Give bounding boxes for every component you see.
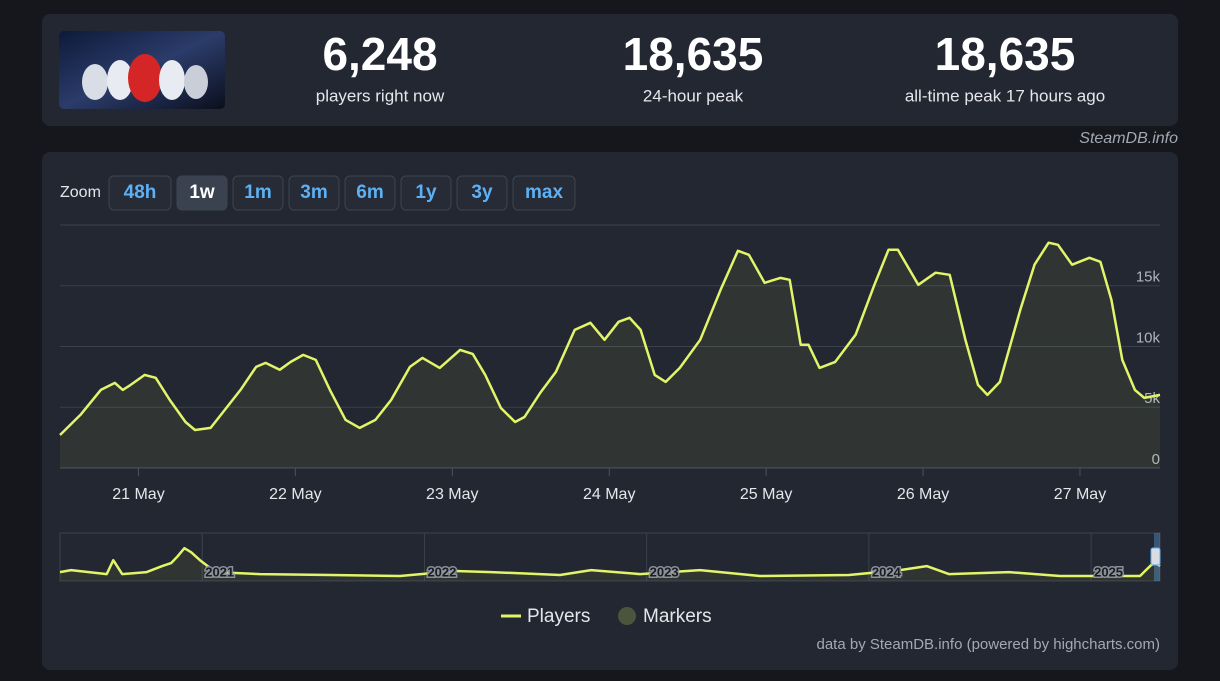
line <box>59 546 1161 578</box>
stat-label: 24-hour peak <box>643 86 744 105</box>
navigator-tick-label: 2022 <box>427 564 456 579</box>
zoom-button[interactable] <box>400 175 452 211</box>
legend-label: Players <box>527 606 590 627</box>
x-tick-label: 27 May <box>1054 486 1106 503</box>
zoom-button-label[interactable]: 1y <box>415 182 437 203</box>
x-tick-label: 26 May <box>897 486 949 503</box>
zoom-button-label[interactable]: max <box>525 182 563 203</box>
zoom-button[interactable] <box>512 175 576 211</box>
zoom-button[interactable] <box>288 175 340 211</box>
x-tick-label: 24 May <box>583 486 635 503</box>
zoom-button-label[interactable]: 48h <box>124 182 157 203</box>
zoom-button[interactable] <box>456 175 508 211</box>
legend-swatch <box>618 607 636 625</box>
navigator-handle[interactable] <box>1150 547 1161 566</box>
game-cover <box>59 31 225 109</box>
zoom-buttons: 48h 1w 1m 3m 6m 1y 3y max <box>108 175 576 211</box>
y-tick-label: 15k <box>1136 269 1161 286</box>
x-tick-label: 21 May <box>112 486 164 503</box>
stat-value: 18,635 <box>623 28 764 80</box>
y-tick-label: 10k <box>1136 329 1161 346</box>
zoom-button-label[interactable]: 3m <box>300 182 327 203</box>
navigator: 2021 2022 2023 2024 2025 <box>59 532 1161 582</box>
zoom-button[interactable] <box>232 175 284 211</box>
x-tick-label: 25 May <box>740 486 792 503</box>
zoom-button[interactable] <box>176 175 228 211</box>
x-tick-label: 22 May <box>269 486 321 503</box>
y-tick-label: 0 <box>1152 451 1160 468</box>
stat-label: players right now <box>316 86 445 105</box>
zoom-label: Zoom <box>60 184 101 201</box>
area <box>60 548 1160 581</box>
zoom-button-label[interactable]: 3y <box>471 182 493 203</box>
x-tick-label: 23 May <box>426 486 478 503</box>
zoom-button[interactable] <box>108 175 172 211</box>
credit: SteamDB.info <box>1079 130 1178 147</box>
line <box>59 241 1161 436</box>
navigator-tick-label: 2021 <box>205 564 234 579</box>
navigator-tick-label: 2024 <box>872 564 902 579</box>
footer: data by SteamDB.info (powered by highcha… <box>817 636 1161 653</box>
navigator-tick-label: 2025 <box>1094 564 1123 579</box>
stat-label: all-time peak 17 hours ago <box>905 86 1105 105</box>
stat-value: 6,248 <box>322 28 437 80</box>
area <box>60 242 1160 468</box>
zoom-button-label[interactable]: 1m <box>244 182 271 203</box>
navigator-tick-label: 2023 <box>650 564 679 579</box>
zoom-button-label[interactable]: 1w <box>189 182 215 203</box>
zoom-button[interactable] <box>344 175 396 211</box>
zoom-button-label[interactable]: 6m <box>356 182 383 203</box>
stats-card <box>42 14 1178 126</box>
stat-value: 18,635 <box>935 28 1076 80</box>
legend-label: Markers <box>643 606 712 627</box>
